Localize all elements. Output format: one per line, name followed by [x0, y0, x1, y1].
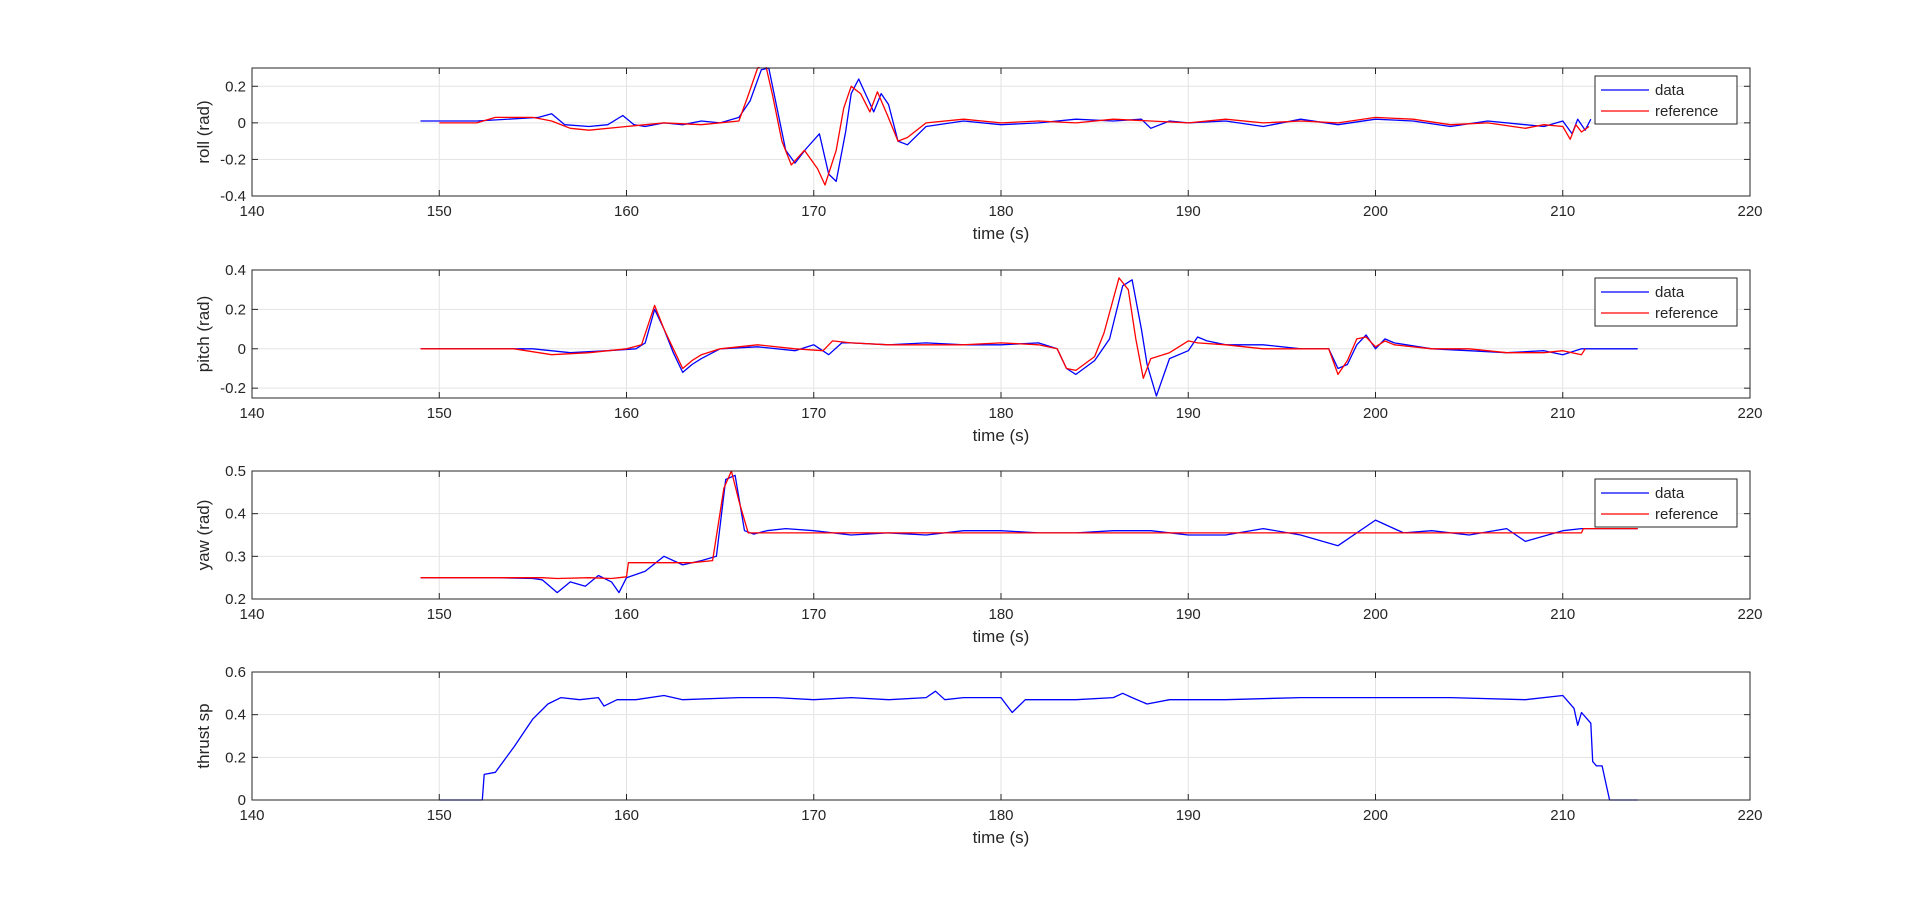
- x-tick-label: 150: [427, 405, 452, 422]
- x-tick-label: 170: [801, 606, 826, 623]
- x-tick-label: 160: [614, 807, 639, 824]
- y-tick-label: -0.2: [220, 380, 246, 397]
- series-line-reference: [420, 277, 1586, 379]
- x-tick-label: 190: [1176, 203, 1201, 220]
- x-axis-label: time (s): [973, 828, 1030, 847]
- series-line-reference: [439, 67, 1590, 186]
- x-tick-label: 150: [427, 606, 452, 623]
- series-line-thrust-sp: [439, 690, 1638, 801]
- subplot-1: 140 150 160 170 180 190 200 210 220 -0.4 -0.2 0 0.2 t…: [194, 67, 1763, 243]
- y-axis-label: yaw (rad): [194, 500, 213, 571]
- y-tick-label: 0.2: [225, 591, 246, 608]
- legend-label-data: data: [1655, 485, 1685, 502]
- y-tick-label: 0.5: [225, 463, 246, 480]
- x-tick-label: 220: [1737, 203, 1762, 220]
- x-tick-label: 210: [1550, 606, 1575, 623]
- y-tick-label: 0.6: [225, 664, 246, 681]
- y-tick-label: 0.3: [225, 548, 246, 565]
- x-axis-label: time (s): [973, 224, 1030, 243]
- y-tick-label: 0.2: [225, 749, 246, 766]
- legend-label-data: data: [1655, 82, 1685, 99]
- x-axis-label: time (s): [973, 627, 1030, 646]
- y-tick-label: 0.2: [225, 301, 246, 318]
- legend-box: [1594, 478, 1738, 528]
- series-line-reference: [420, 470, 1638, 580]
- x-tick-label: 150: [427, 203, 452, 220]
- x-tick-label: 170: [801, 807, 826, 824]
- x-tick-label: 160: [614, 405, 639, 422]
- x-tick-label: 190: [1176, 606, 1201, 623]
- x-tick-label: 190: [1176, 405, 1201, 422]
- y-tick-label: -0.4: [220, 188, 246, 205]
- y-tick-label: 0.4: [225, 506, 246, 523]
- y-axis-label: pitch (rad): [194, 296, 213, 373]
- x-tick-label: 210: [1550, 807, 1575, 824]
- x-tick-label: 210: [1550, 203, 1575, 220]
- x-tick-label: 170: [801, 203, 826, 220]
- x-tick-label: 210: [1550, 405, 1575, 422]
- x-tick-label: 140: [239, 405, 264, 422]
- x-tick-label: 180: [988, 807, 1013, 824]
- x-tick-label: 140: [239, 203, 264, 220]
- x-tick-label: 180: [988, 405, 1013, 422]
- y-tick-label: 0.2: [225, 78, 246, 95]
- x-tick-label: 180: [988, 203, 1013, 220]
- y-tick-label: -0.2: [220, 151, 246, 168]
- x-tick-label: 220: [1737, 807, 1762, 824]
- subplot-4: 140 150 160 170 180 190 200 210 220 0 0.2 0.4 0.6 tim…: [194, 664, 1763, 847]
- subplot-2: 140 150 160 170 180 190 200 210 220 -0.2 0 0.2 0.4 ti…: [194, 262, 1763, 445]
- y-tick-label: 0: [238, 341, 246, 358]
- legend: data reference: [1594, 75, 1738, 125]
- y-tick-label: 0.4: [225, 262, 246, 279]
- legend-label-reference: reference: [1655, 103, 1718, 120]
- x-axis-label: time (s): [973, 426, 1030, 445]
- legend-box: [1594, 75, 1738, 125]
- y-axis-label: roll (rad): [194, 100, 213, 163]
- x-tick-label: 200: [1363, 203, 1388, 220]
- x-tick-label: 150: [427, 807, 452, 824]
- y-axis-label: thrust sp: [194, 703, 213, 768]
- legend-box: [1594, 277, 1738, 327]
- x-tick-label: 200: [1363, 606, 1388, 623]
- x-tick-label: 200: [1363, 807, 1388, 824]
- x-tick-label: 200: [1363, 405, 1388, 422]
- x-tick-label: 170: [801, 405, 826, 422]
- y-tick-label: 0: [238, 115, 246, 132]
- legend-label-reference: reference: [1655, 305, 1718, 322]
- y-tick-label: 0.4: [225, 707, 246, 724]
- legend-label-data: data: [1655, 284, 1685, 301]
- legend: data reference: [1594, 277, 1738, 327]
- x-tick-label: 160: [614, 203, 639, 220]
- legend: data reference: [1594, 478, 1738, 528]
- x-tick-label: 220: [1737, 405, 1762, 422]
- x-tick-label: 180: [988, 606, 1013, 623]
- y-tick-label: 0: [238, 792, 246, 809]
- x-tick-label: 190: [1176, 807, 1201, 824]
- legend-label-reference: reference: [1655, 506, 1718, 523]
- subplot-3: 140 150 160 170 180 190 200 210 220 0.2 0.3 0.4 0.5 t…: [194, 463, 1763, 646]
- x-tick-label: 140: [239, 606, 264, 623]
- x-tick-label: 140: [239, 807, 264, 824]
- x-tick-label: 220: [1737, 606, 1762, 623]
- x-tick-label: 160: [614, 606, 639, 623]
